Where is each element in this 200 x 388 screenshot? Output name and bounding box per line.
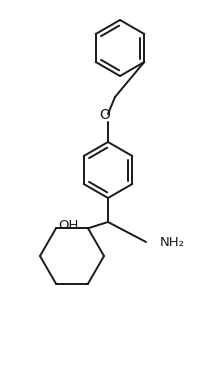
Text: NH₂: NH₂	[160, 236, 185, 248]
Text: O: O	[100, 108, 110, 122]
Text: OH: OH	[58, 219, 78, 232]
